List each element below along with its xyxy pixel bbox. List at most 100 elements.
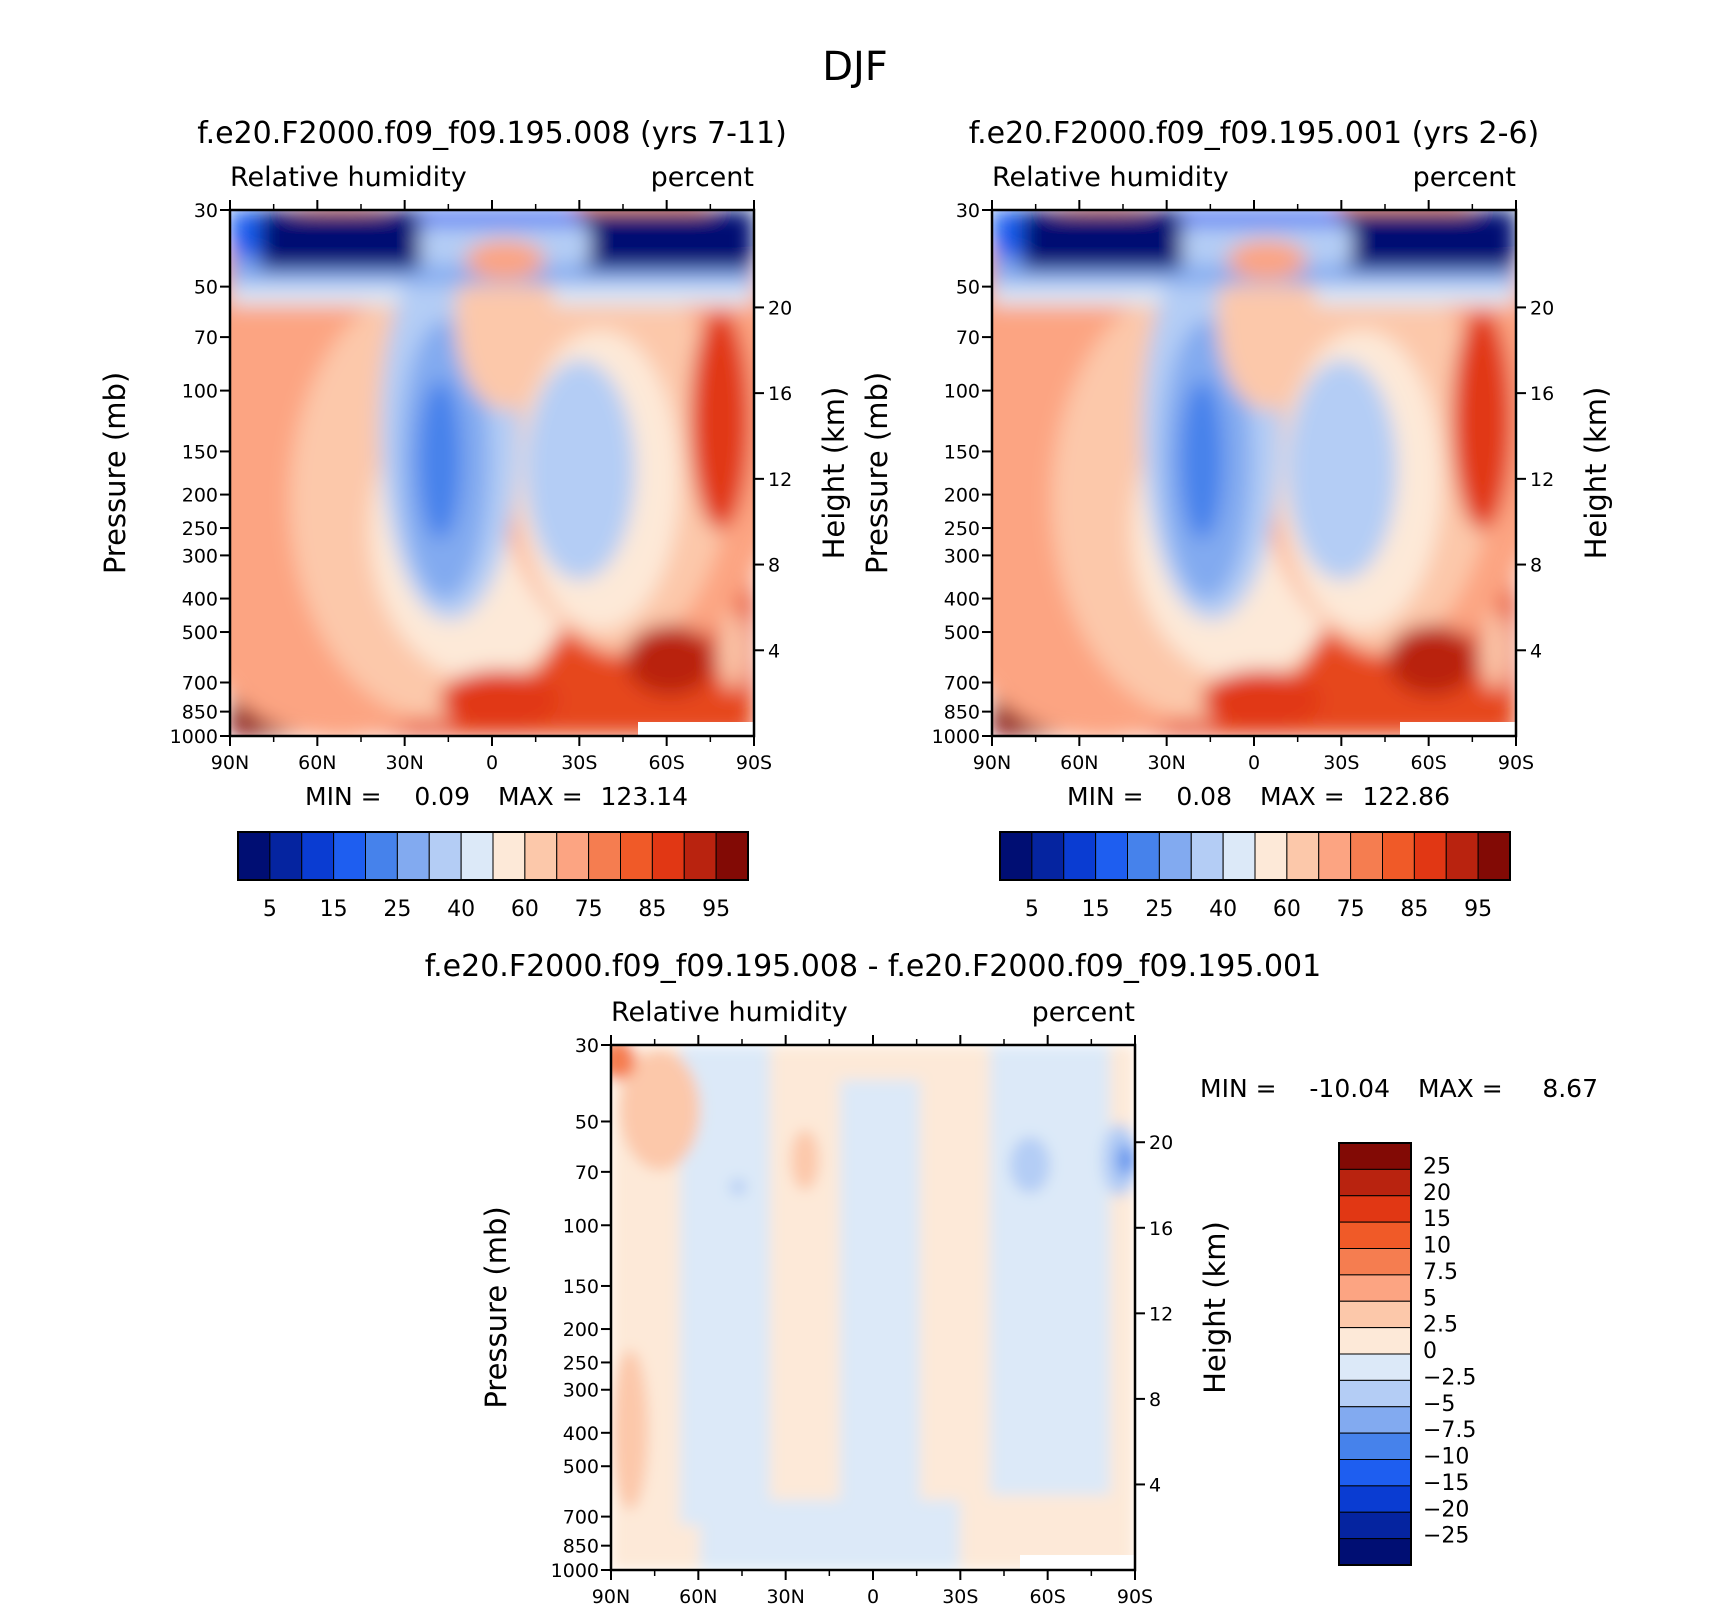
height-tick-label: 20 <box>1530 297 1554 319</box>
colorbar-label: 60 <box>511 897 539 922</box>
colorbar: 5 15 25 40 60 75 85 95 <box>999 831 1511 922</box>
colorbar-box <box>620 831 653 881</box>
colorbar-box <box>1338 1221 1412 1249</box>
colorbar-label: 85 <box>638 897 666 922</box>
panel-top-left: f.e20.F2000.f09_f09.195.008 (yrs 7-11) R… <box>98 116 851 922</box>
x-tick-label: 90S <box>736 752 772 774</box>
axes: 305070100150200250300400500700850100090N… <box>98 200 851 774</box>
y-tick-label: 70 <box>194 327 218 349</box>
colorbar-label: 5 <box>1025 897 1039 922</box>
y-tick-label: 30 <box>575 1035 599 1057</box>
colorbar-box <box>1445 831 1479 881</box>
y-tick-label: 300 <box>563 1380 599 1402</box>
colorbar-box <box>1095 831 1128 881</box>
y-tick-label: 250 <box>944 518 980 540</box>
y-tick-label: 1000 <box>170 726 218 748</box>
colorbar-label: 15 <box>320 897 348 922</box>
x-tick-label: 90S <box>1117 1586 1153 1606</box>
x-tick-label: 90N <box>211 752 249 774</box>
colorbar-box <box>1338 1300 1412 1329</box>
y-tick-label: 250 <box>182 518 218 540</box>
x-tick-label: 30S <box>1323 752 1359 774</box>
colorbar-box <box>1338 1327 1412 1355</box>
height-tick-label: 16 <box>768 383 792 405</box>
colorbar-label: −25 <box>1423 1524 1469 1549</box>
colorbar-box <box>301 831 335 881</box>
y-tick-label: 50 <box>194 277 218 299</box>
y-tick-label: 150 <box>563 1276 599 1298</box>
colorbar-label: 5 <box>263 897 277 922</box>
colorbar-box <box>1338 1142 1412 1170</box>
axes: 305070100150200250300400500700850100090N… <box>479 1035 1232 1606</box>
colorbar-label: 7.5 <box>1423 1260 1458 1285</box>
x-tick-label: 30N <box>385 752 423 774</box>
colorbar-frame <box>237 831 749 881</box>
y-tick-label: 300 <box>944 545 980 567</box>
colorbar-box <box>1338 1432 1412 1460</box>
colorbar-label: 20 <box>1423 1181 1451 1206</box>
y-tick-label: 200 <box>182 485 218 507</box>
panel-title: f.e20.F2000.f09_f09.195.008 - f.e20.F200… <box>425 949 1321 984</box>
field-nh-stratosphere <box>260 210 420 270</box>
colorbar-box <box>588 831 621 881</box>
colorbar-box <box>1222 831 1256 881</box>
panel-title: f.e20.F2000.f09_f09.195.001 (yrs 2-6) <box>969 116 1539 151</box>
colorbar: 5 15 25 40 60 75 85 95 <box>237 831 749 922</box>
y-tick-label: 700 <box>944 672 980 694</box>
colorbar-box <box>651 831 685 881</box>
colorbar-box <box>1254 831 1288 881</box>
colorbar-box <box>237 831 271 881</box>
height-tick-label: 12 <box>1530 469 1554 491</box>
colorbar-label: 25 <box>1423 1154 1451 1179</box>
colorbar-box <box>365 831 398 881</box>
colorbar-box <box>1338 1353 1412 1381</box>
x-tick-label: 0 <box>486 752 498 774</box>
y-tick-label: 700 <box>182 672 218 694</box>
colorbar-box <box>1127 831 1160 881</box>
colorbar-label: −7.5 <box>1423 1418 1476 1443</box>
colorbar-box <box>1286 831 1320 881</box>
y-tick-label: 1000 <box>932 726 980 748</box>
y-tick-label: 500 <box>563 1456 599 1478</box>
y-tick-label: 200 <box>944 485 980 507</box>
colorbar-label: 0 <box>1423 1339 1437 1364</box>
x-tick-label: 90S <box>1498 752 1534 774</box>
colorbar-box <box>999 831 1033 881</box>
colorbar-box <box>1338 1511 1412 1540</box>
max-label: MAX = <box>1418 1074 1503 1103</box>
panel-bottom-difference: f.e20.F2000.f09_f09.195.008 - f.e20.F200… <box>425 949 1598 1606</box>
y-tick-label: 500 <box>944 622 980 644</box>
colorbar-box <box>1338 1274 1412 1302</box>
units-label: percent <box>1413 162 1516 193</box>
x-tick-label: 90N <box>973 752 1011 774</box>
y-axis-label: Pressure (mb) <box>860 372 894 574</box>
colorbar-box <box>396 831 430 881</box>
colorbar-label: 25 <box>1145 897 1173 922</box>
colorbar-box <box>1190 831 1224 881</box>
colorbar-box <box>1338 1168 1412 1197</box>
colorbar-label: −10 <box>1423 1445 1469 1470</box>
y-tick-label: 300 <box>182 545 218 567</box>
y2-axis-label: Height (km) <box>817 387 851 560</box>
y-axis-label: Pressure (mb) <box>98 372 132 574</box>
y-tick-label: 700 <box>563 1507 599 1529</box>
height-tick-label: 4 <box>768 640 780 662</box>
colorbar-box <box>1158 831 1192 881</box>
colorbar-box <box>333 831 366 881</box>
colorbar-box <box>428 831 462 881</box>
colorbar-label: −20 <box>1423 1497 1469 1522</box>
height-tick-label: 16 <box>1530 383 1554 405</box>
y-tick-label: 250 <box>563 1352 599 1374</box>
colorbar-box <box>1338 1379 1412 1408</box>
field-missing-region <box>1020 1555 1135 1570</box>
max-value: 122.86 <box>1363 782 1450 811</box>
y-tick-label: 850 <box>563 1536 599 1558</box>
colorbar-box <box>1063 831 1097 881</box>
y-tick-label: 30 <box>956 200 980 222</box>
min-value: 0.08 <box>1176 782 1232 811</box>
colorbar-box <box>1382 831 1415 881</box>
y-tick-label: 400 <box>563 1423 599 1445</box>
height-tick-label: 20 <box>1149 1132 1173 1154</box>
x-tick-label: 0 <box>1248 752 1260 774</box>
y-tick-label: 70 <box>575 1162 599 1184</box>
